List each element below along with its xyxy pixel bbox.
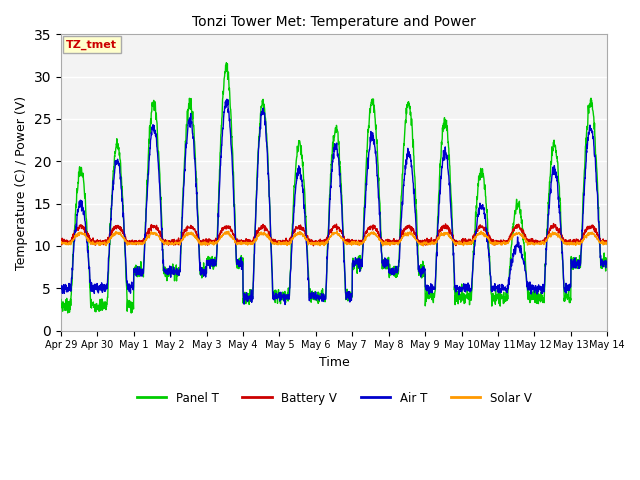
Panel T	[57, 297, 65, 302]
Line: Battery V: Battery V	[61, 224, 607, 246]
Panel T	[127, 310, 135, 316]
Battery V	[493, 241, 500, 247]
Panel T	[223, 60, 230, 66]
Panel T	[362, 166, 370, 172]
Bar	[61, 35, 607, 77]
Air T	[209, 261, 217, 266]
Solar V	[333, 228, 341, 234]
Air T	[493, 284, 501, 289]
Title: Tonzi Tower Met: Temperature and Power: Tonzi Tower Met: Temperature and Power	[192, 15, 476, 29]
Air T	[571, 261, 579, 266]
Solar V	[419, 243, 427, 249]
Air T	[350, 264, 358, 270]
Bar	[61, 77, 607, 119]
X-axis label: Time: Time	[319, 356, 349, 369]
Battery V	[350, 238, 358, 244]
Solar V	[571, 241, 579, 247]
Line: Panel T: Panel T	[61, 63, 607, 313]
Battery V	[556, 228, 563, 234]
Bar	[61, 161, 607, 204]
Panel T	[210, 266, 218, 272]
Battery V	[550, 221, 557, 227]
Solar V	[350, 240, 358, 246]
Battery V	[57, 240, 65, 245]
Y-axis label: Temperature (C) / Power (V): Temperature (C) / Power (V)	[15, 96, 28, 270]
Solar V	[362, 234, 370, 240]
Air T	[223, 96, 231, 102]
Solar V	[209, 239, 217, 244]
Panel T	[556, 184, 563, 190]
Air T	[556, 210, 563, 216]
Solar V	[493, 240, 501, 245]
Panel T	[493, 292, 501, 298]
Solar V	[556, 233, 563, 239]
Text: TZ_tmet: TZ_tmet	[67, 40, 117, 50]
Air T	[281, 301, 289, 307]
Legend: Panel T, Battery V, Air T, Solar V: Panel T, Battery V, Air T, Solar V	[132, 387, 536, 409]
Solar V	[57, 240, 65, 246]
Bar	[61, 204, 607, 246]
Battery V	[604, 239, 611, 245]
Bar	[61, 246, 607, 288]
Battery V	[362, 230, 370, 236]
Battery V	[571, 239, 579, 244]
Line: Air T: Air T	[61, 99, 607, 304]
Bar	[61, 288, 607, 331]
Air T	[362, 188, 370, 193]
Air T	[604, 257, 611, 263]
Battery V	[209, 238, 217, 244]
Air T	[57, 283, 65, 288]
Solar V	[604, 241, 611, 247]
Line: Solar V: Solar V	[61, 231, 607, 246]
Battery V	[310, 243, 317, 249]
Panel T	[571, 259, 579, 265]
Panel T	[604, 264, 611, 270]
Bar	[61, 119, 607, 161]
Panel T	[350, 266, 358, 272]
